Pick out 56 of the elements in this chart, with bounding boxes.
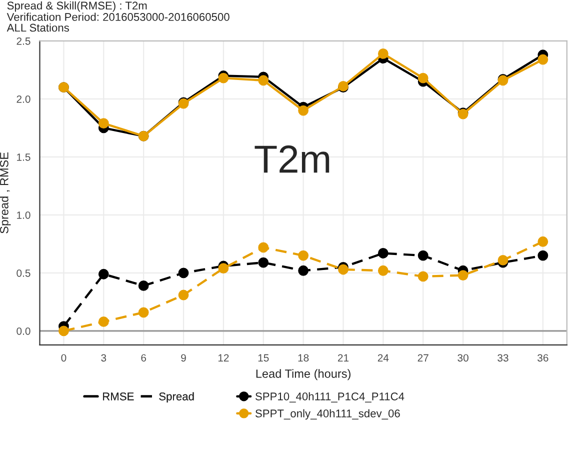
x-tick-label: 33 bbox=[498, 354, 508, 362]
point bbox=[298, 265, 309, 276]
point bbox=[178, 268, 189, 278]
y-tick-label: 0.0 bbox=[16, 327, 30, 335]
point bbox=[378, 248, 388, 258]
x-tick-label: 24 bbox=[378, 354, 389, 362]
y-tick-label: 0.5 bbox=[16, 269, 30, 277]
point bbox=[378, 48, 388, 59]
x-tick-label: 21 bbox=[338, 354, 349, 362]
y-tick-label: 1.5 bbox=[17, 154, 30, 161]
x-tick-label: 3 bbox=[101, 354, 106, 362]
point bbox=[258, 75, 269, 86]
point bbox=[178, 290, 189, 300]
point bbox=[338, 264, 348, 275]
text: Spread bbox=[159, 392, 194, 403]
legend-label: SPPT_only_40h111_sdev_06 bbox=[255, 409, 400, 420]
point bbox=[498, 254, 508, 266]
point bbox=[538, 236, 548, 247]
legend-label: SPP10_40h111_P1C4_P11C4 bbox=[255, 392, 404, 402]
x-tick-label: 6 bbox=[141, 354, 146, 362]
point bbox=[538, 54, 548, 65]
x-tick-label: 36 bbox=[538, 354, 548, 362]
chart-title: Spread & Skill(RMSE) : T2m bbox=[7, 1, 147, 12]
point bbox=[458, 270, 468, 280]
point bbox=[298, 105, 309, 116]
point bbox=[98, 118, 109, 129]
point bbox=[418, 271, 428, 282]
y-axis-title: Spread , RMSE bbox=[0, 152, 11, 234]
x-tick-label: 9 bbox=[181, 354, 186, 362]
point bbox=[378, 265, 388, 276]
y-tick-label: 1.0 bbox=[17, 211, 30, 219]
point bbox=[98, 316, 109, 327]
y-tick-label: 2.5 bbox=[16, 37, 30, 45]
point bbox=[218, 72, 229, 84]
point bbox=[218, 263, 229, 274]
x-tick-label: 12 bbox=[218, 354, 229, 362]
x-tick-label: 30 bbox=[458, 354, 468, 362]
annotation: T2m bbox=[254, 145, 330, 173]
x-tick-label: 0 bbox=[61, 354, 66, 362]
x-tick-label: 27 bbox=[418, 354, 428, 362]
point bbox=[418, 250, 428, 261]
text: RMSE bbox=[103, 392, 134, 400]
point bbox=[258, 242, 269, 253]
point bbox=[418, 72, 428, 84]
x-axis-title: Lead Time (hours) bbox=[256, 369, 350, 380]
point bbox=[58, 326, 69, 336]
point bbox=[138, 280, 149, 291]
x-tick-label: 18 bbox=[298, 354, 309, 362]
chart-subtitle: Verification Period: 2016053000-2016060500 ALL Stations bbox=[6, 12, 230, 32]
x-tick-label: 15 bbox=[258, 354, 269, 362]
point bbox=[298, 250, 309, 261]
point bbox=[538, 250, 548, 261]
point bbox=[98, 268, 109, 280]
y-tick-label: 2.0 bbox=[16, 95, 30, 103]
point bbox=[258, 257, 269, 268]
point bbox=[138, 307, 149, 318]
